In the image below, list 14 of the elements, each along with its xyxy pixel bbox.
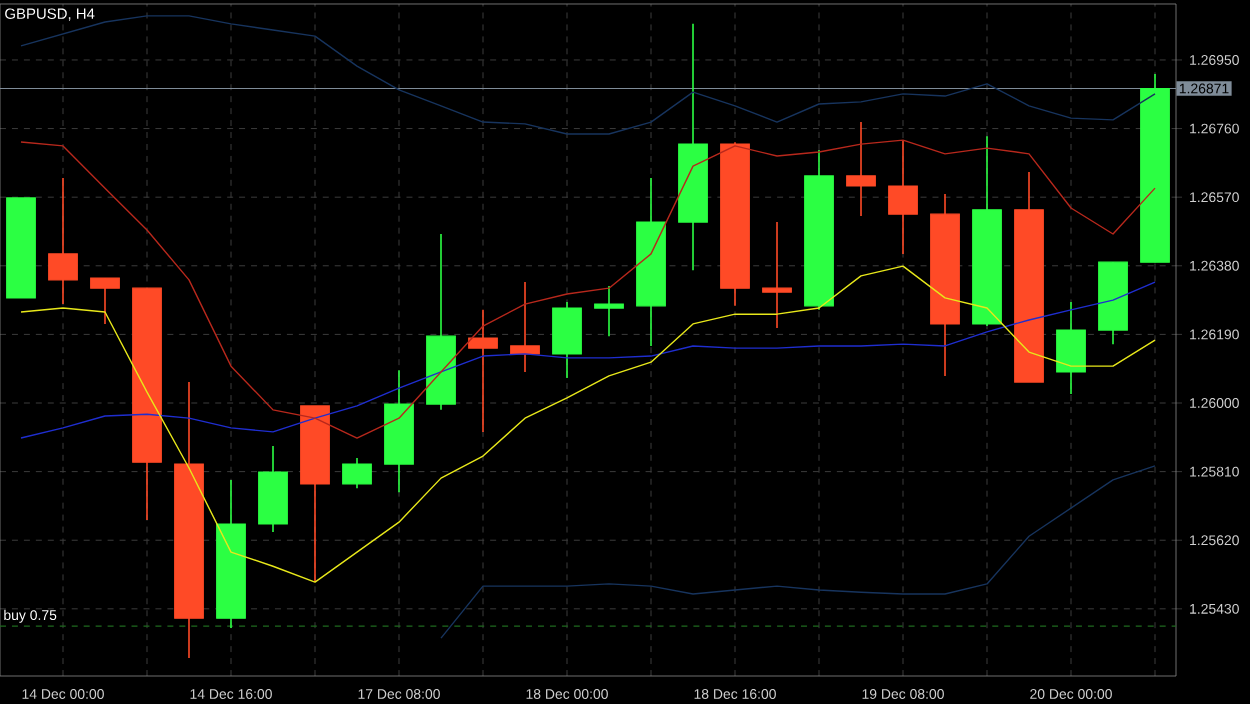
line-series [20, 265, 1156, 583]
candlestick [552, 301, 582, 379]
candlestick [342, 457, 372, 490]
candlestick [468, 309, 498, 433]
candlestick [594, 285, 624, 337]
candlestick [762, 221, 792, 329]
candlestick [510, 281, 540, 373]
candlestick [846, 121, 876, 217]
line-series [20, 281, 1156, 439]
candlestick [1056, 301, 1086, 395]
candlestick [888, 139, 918, 255]
candlestick [90, 277, 120, 325]
line-series [20, 139, 1156, 439]
candlestick [48, 177, 78, 305]
